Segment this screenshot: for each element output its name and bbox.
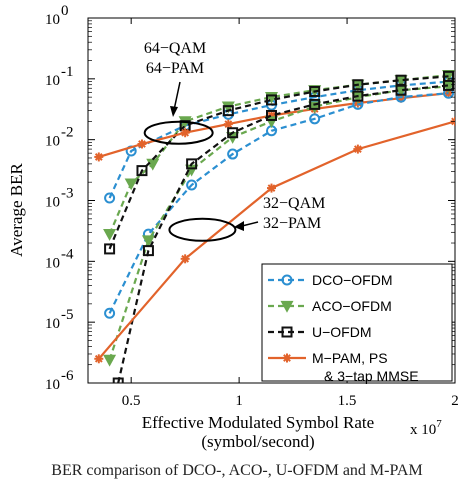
series-line: [108, 92, 449, 314]
annotation-label-64-qam: 64−QAM: [144, 40, 206, 57]
data-point: [94, 354, 104, 364]
y-tick-label: 10: [45, 255, 60, 271]
data-point: [266, 94, 277, 106]
data-point: [104, 307, 116, 319]
data-point: [180, 254, 190, 264]
legend-label: U−OFDM: [312, 324, 372, 340]
data-point: [103, 229, 117, 241]
data-point: [141, 235, 155, 248]
legend-marker: [281, 274, 293, 286]
y-tick-exponent: -4: [61, 246, 74, 262]
data-point: [223, 119, 233, 129]
data-point: [186, 158, 198, 170]
annotation-ellipse-32: [168, 217, 237, 242]
legend-label: ACO−OFDM: [312, 298, 392, 314]
y-tick-exponent: -2: [61, 125, 74, 141]
data-point: [124, 178, 138, 191]
series-line: [108, 75, 449, 250]
legend-marker: [281, 326, 293, 338]
data-point: [103, 354, 117, 367]
data-point: [142, 245, 154, 257]
annotation-ellipse-64: [143, 120, 214, 145]
x-tick-label: 2: [451, 393, 459, 409]
series-line: [117, 84, 449, 383]
series-6: [112, 79, 455, 383]
data-point: [443, 79, 455, 91]
series-7: [94, 116, 455, 364]
data-point: [267, 183, 276, 193]
y-tick-label: 10: [45, 12, 60, 28]
data-point: [104, 243, 116, 255]
series-2: [104, 70, 455, 255]
data-point: [309, 113, 321, 125]
y-tick-label: 10: [45, 73, 60, 89]
series-layer: [94, 70, 455, 383]
y-tick-label: 10: [45, 377, 60, 393]
x-tick-label: 0.5: [122, 393, 141, 409]
annotation-arrowhead-64: [170, 106, 178, 117]
series-1: [103, 70, 455, 241]
annotations: 64−QAM 64−PAM 32−QAM 32−PAM: [143, 40, 325, 242]
data-point: [222, 105, 234, 117]
data-point: [309, 85, 321, 97]
legend-label: DCO−OFDM: [312, 272, 393, 288]
x-multiplier-exponent: 7: [436, 418, 442, 430]
data-point: [227, 148, 239, 160]
x-axis-multiplier: x 107: [410, 418, 442, 438]
annotation-arrowhead-32: [234, 221, 244, 231]
y-tick-label: 10: [45, 195, 60, 211]
y-tick-label: 10: [45, 134, 60, 150]
data-point: [266, 109, 277, 121]
annotation-label-32-pam: 32−PAM: [263, 215, 321, 232]
y-tick-exponent: 0: [61, 3, 69, 19]
y-tick-exponent: -5: [61, 307, 74, 323]
y-tick-label: 10: [45, 316, 60, 332]
legend-label-line2: & 3−tap MMSE: [324, 368, 419, 384]
data-point: [352, 79, 364, 91]
legend-marker: [280, 300, 294, 313]
data-point: [186, 179, 198, 191]
data-point: [309, 98, 321, 110]
data-point: [112, 377, 124, 383]
x-tick-label: 1: [235, 393, 243, 409]
annotation-arrow-32: [241, 221, 259, 227]
y-tick-exponent: -6: [61, 368, 74, 384]
y-axis-label: Average BER: [7, 163, 26, 257]
data-point: [444, 88, 454, 98]
data-point: [104, 192, 116, 204]
data-point: [353, 144, 363, 154]
data-point: [137, 139, 147, 149]
x-axis-label-unit: (symbol/second): [201, 432, 314, 451]
legend-box: [261, 263, 453, 382]
legend-marker: [282, 353, 292, 363]
data-point: [395, 74, 407, 86]
y-tick-exponent: -1: [61, 64, 74, 80]
x-tick-label: 1.5: [338, 393, 357, 409]
legend-label: M−PAM, PS: [312, 350, 388, 366]
series-line: [108, 74, 449, 235]
legend: DCO−OFDM ACO−OFDM U−OFDM M−PAM, PS & 3−tap M…: [261, 263, 453, 384]
data-point: [180, 128, 190, 138]
annotation-label-32-qam: 32−QAM: [263, 195, 325, 212]
data-point: [227, 127, 239, 139]
data-point: [395, 84, 407, 96]
x-axis-label: Effective Modulated Symbol Rate: [142, 413, 374, 432]
data-point: [136, 165, 148, 177]
figure-caption: BER comparison of DCO-, ACO-, U-OFDM and…: [51, 462, 423, 479]
data-point: [352, 90, 364, 102]
y-tick-exponent: -3: [61, 186, 74, 202]
data-point: [94, 152, 104, 162]
annotation-label-64-pam: 64−PAM: [146, 60, 204, 77]
annotation-arrow-64: [173, 81, 181, 111]
